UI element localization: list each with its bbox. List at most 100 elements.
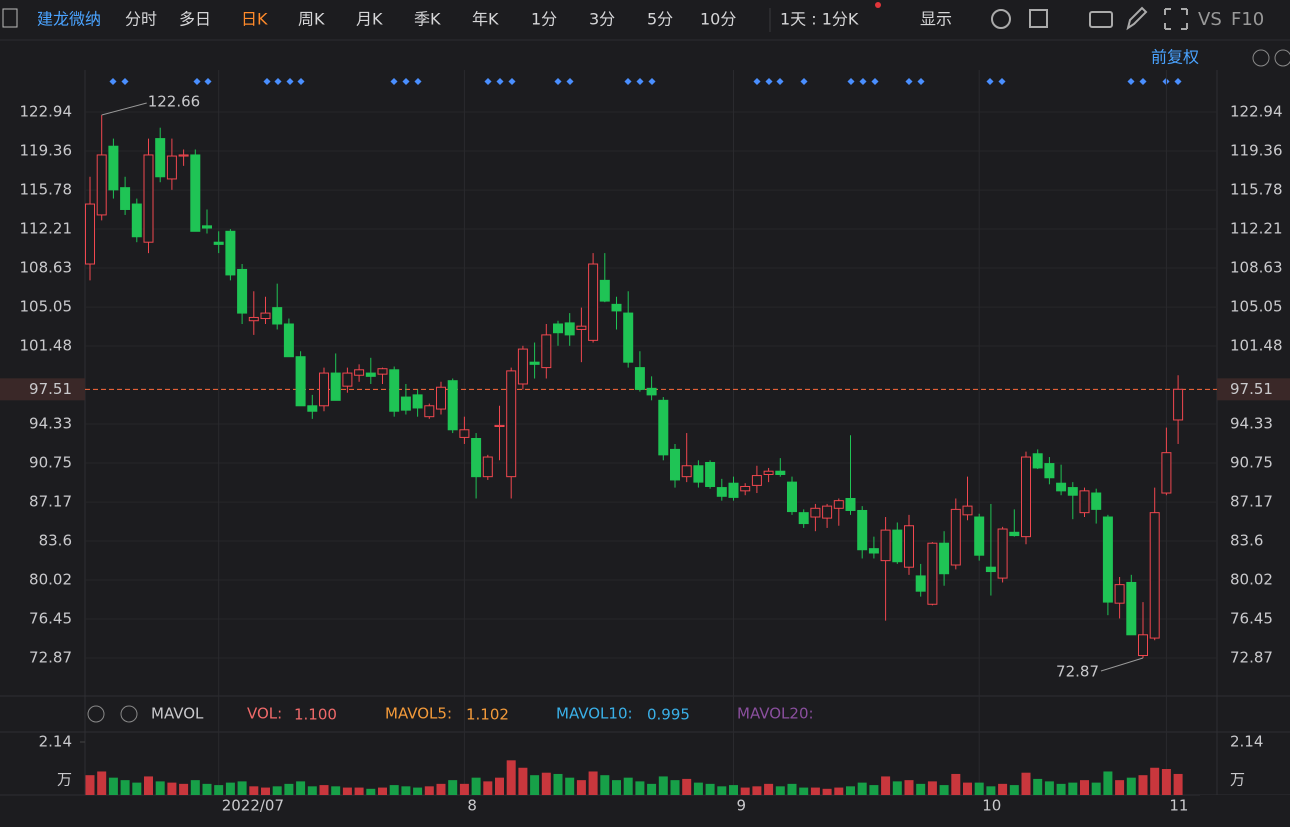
candle-body [611,303,622,312]
signal-marker [871,77,879,86]
volume-bar [682,778,692,795]
draw-icon[interactable] [1029,9,1048,28]
candle-body [436,386,446,410]
volume-bar [424,786,434,795]
volume-bar [904,780,914,795]
candle-body [96,154,107,216]
y-tick-label: 105.05 [20,298,73,316]
high-annotation: 122.66 [148,93,201,111]
candle-body [389,369,400,412]
candle-body [740,485,751,492]
volume-bar [857,782,867,795]
y-tick-label: 72.87 [29,649,72,667]
y-tick-label-right: 83.6 [1230,532,1263,550]
candle-body [482,456,493,478]
y-tick-label: 76.45 [29,609,72,627]
pen-icon[interactable] [1126,6,1148,31]
f10-button[interactable]: F10 [1231,9,1264,30]
signal-marker [624,77,632,86]
adjust-toggle[interactable]: 前复权 [1151,48,1199,67]
y-tick-label-right: 119.36 [1230,142,1283,160]
indicator-close[interactable] [120,705,138,723]
candle-body [424,405,435,418]
candle-body [915,575,926,592]
indicator-name[interactable]: MAVOL [151,705,204,723]
volume-bar [366,788,376,795]
volume-bar [1103,771,1113,795]
volume-bar [506,760,516,795]
volume-bar [120,780,130,795]
candle-body [213,241,224,245]
camera-icon[interactable] [1089,11,1113,28]
display-menu[interactable]: 显示 [920,10,952,29]
sidebar-icon[interactable] [2,8,18,28]
volume-bar [296,781,306,795]
candle-body [798,512,809,525]
period-tab[interactable]: 10分 [700,10,736,29]
volume-bar [541,772,551,795]
vs-button[interactable]: VS [1198,9,1222,30]
volume-bar [225,782,235,795]
candle-body [237,268,248,314]
candle-body [892,529,903,563]
candle-body [155,138,166,178]
candle-body [260,312,271,320]
candle-body [120,187,131,210]
period-tab[interactable]: 年K [472,10,499,29]
candle-body [354,369,365,376]
volume-bar [108,777,118,795]
period-tab[interactable]: 3分 [589,10,615,29]
signal-marker [508,77,516,86]
volume-bar [1173,773,1183,795]
mavol10-label: MAVOL10: [556,705,633,723]
candle-body [85,203,95,265]
candle-body [131,203,142,238]
y-tick-label: 87.17 [29,493,72,511]
volume-bar [272,786,282,795]
candle-body [225,230,236,276]
period-tab[interactable]: 5分 [647,10,673,29]
candle-body [1114,584,1125,604]
period-tab[interactable]: 1分 [531,10,557,29]
indicator-settings[interactable] [87,705,105,723]
volume-bar [588,771,598,795]
stock-name[interactable]: 建龙微纳 [37,10,101,29]
candle-body [810,507,821,518]
period-tab[interactable]: 日K [241,10,268,29]
volume-bar [307,786,317,795]
signal-marker [753,77,761,86]
period-tab[interactable]: 周K [298,10,325,29]
volume-bar [190,780,200,795]
signal-marker [121,77,129,86]
fullscreen-icon[interactable] [1164,8,1188,30]
candle-body [1021,456,1031,538]
zoom-out[interactable] [1252,49,1270,67]
volume-bar [331,786,341,795]
period-tab[interactable]: 多日 [179,10,211,29]
period-tab[interactable]: 季K [414,10,441,29]
period-select[interactable]: 1天 : 1分K [780,10,859,29]
volume-bar [471,777,481,795]
signal-marker [109,77,117,86]
candle-body [283,323,294,358]
y-tick-label: 115.78 [20,181,73,199]
volume-bar [167,782,177,795]
volume-bar [693,782,703,795]
volume-bar [237,781,247,795]
volume-bar [284,783,294,795]
candle-body [1067,487,1078,496]
candle-body [1032,453,1043,469]
period-tab[interactable]: 月K [356,10,383,29]
mavol20-label: MAVOL20: [737,705,814,723]
signal-marker [554,77,562,86]
current-price-label: 97.51 [29,380,72,398]
candle-body [1056,482,1067,492]
settings-icon[interactable] [991,9,1011,29]
y-tick-label-right: 112.21 [1230,220,1283,238]
x-tick-label: 2022/07 [222,797,284,815]
y-tick-label-right: 115.78 [1230,181,1283,199]
candle-body [997,528,1008,579]
zoom-in[interactable] [1274,49,1290,67]
volume-bar [1150,767,1160,795]
period-tab[interactable]: 分时 [125,10,157,29]
